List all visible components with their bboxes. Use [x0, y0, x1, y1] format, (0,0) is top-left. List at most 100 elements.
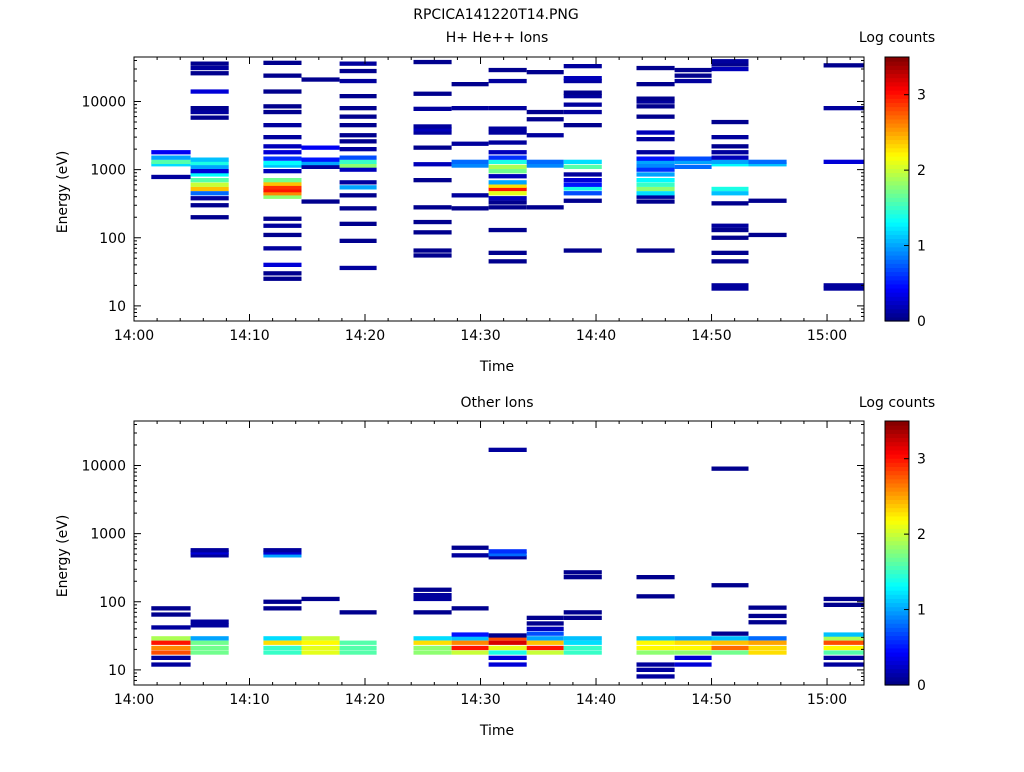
- heatmap-cell: [563, 76, 602, 81]
- heatmap-cell: [451, 645, 489, 651]
- heatmap-cell: [526, 205, 564, 210]
- heatmap-cell: [263, 163, 302, 168]
- y-tick-label: 1000: [90, 163, 126, 179]
- colorbar-swatch: [885, 61, 909, 66]
- heatmap-cell: [823, 632, 864, 637]
- heatmap-cell: [488, 150, 527, 155]
- colorbar-swatch: [885, 586, 909, 591]
- heatmap-cell: [563, 164, 602, 169]
- heatmap-cell: [451, 106, 489, 111]
- x-tick-label: 14:50: [691, 328, 731, 344]
- heatmap-cell: [151, 155, 191, 160]
- heatmap-cell: [190, 186, 229, 192]
- heatmap-cell: [339, 163, 377, 168]
- heatmap-cell: [263, 645, 302, 651]
- heatmap-cell: [636, 130, 675, 135]
- heatmap-cell: [339, 610, 377, 615]
- heatmap-cell: [263, 223, 302, 228]
- heatmap-cell: [301, 640, 340, 645]
- colorbar-swatch: [885, 421, 909, 426]
- heatmap-cell: [339, 238, 377, 243]
- heatmap-cell: [263, 271, 302, 276]
- heatmap-cell: [190, 169, 229, 174]
- heatmap-cell: [674, 640, 712, 645]
- x-tick-label: 14:40: [576, 328, 616, 344]
- heatmap-cell: [413, 59, 452, 65]
- colorbar-swatch: [885, 300, 909, 306]
- heatmap-cell: [526, 117, 564, 122]
- heatmap-cell: [301, 157, 340, 162]
- heatmap-cell: [488, 155, 527, 160]
- colorbar-swatch: [885, 172, 909, 178]
- heatmap-cell: [339, 78, 377, 84]
- colorbar-swatch: [885, 65, 909, 70]
- colorbar-swatch: [885, 201, 909, 207]
- heatmap-cell: [488, 636, 527, 641]
- colorbar-swatch: [885, 524, 909, 529]
- heatmap-cell: [526, 70, 564, 75]
- heatmap-cell: [674, 655, 712, 660]
- colorbar-swatch: [885, 197, 909, 202]
- colorbar-swatch: [885, 189, 909, 194]
- colorbar-swatch: [885, 656, 909, 661]
- y-tick-label: 100: [99, 595, 126, 611]
- heatmap-cell: [190, 115, 229, 120]
- colorbar-swatch: [885, 474, 909, 480]
- colorbar-swatch: [885, 168, 909, 174]
- colorbar-swatch: [885, 433, 909, 439]
- heatmap-cell: [339, 193, 377, 198]
- heatmap-cell: [190, 196, 229, 201]
- heatmap-cell: [263, 156, 302, 161]
- heatmap-cell: [488, 130, 527, 135]
- heatmap-cell: [301, 145, 340, 150]
- heatmap-cell: [711, 640, 749, 645]
- heatmap-cell: [190, 61, 229, 66]
- colorbar-swatch: [885, 193, 909, 198]
- heatmap-cell: [190, 203, 229, 208]
- colorbar-swatch: [885, 631, 909, 637]
- heatmap-cell: [563, 102, 602, 107]
- heatmap-cell: [151, 645, 191, 651]
- colorbar-swatch: [885, 263, 909, 268]
- heatmap-cell: [339, 147, 377, 152]
- heatmap-cell: [823, 655, 864, 660]
- heatmap-cell: [413, 248, 452, 253]
- colorbar-swatch: [885, 643, 909, 649]
- colorbar-swatch: [885, 255, 909, 260]
- heatmap-cell: [711, 631, 749, 636]
- heatmap-cell: [451, 636, 489, 641]
- heatmap-cell: [488, 183, 527, 188]
- heatmap-cell: [563, 182, 602, 187]
- heatmap-cell: [263, 553, 302, 558]
- heatmap-cell: [823, 645, 864, 651]
- y-ticks: 10 100 1000 10000: [81, 59, 864, 322]
- colorbar-swatch: [885, 614, 909, 620]
- heatmap-cell: [451, 82, 489, 87]
- heatmap-cell: [151, 662, 191, 667]
- colorbar-swatch: [885, 544, 909, 550]
- heatmap-cell: [636, 167, 675, 172]
- heatmap-cell: [190, 157, 229, 162]
- colorbar-swatch: [885, 511, 909, 517]
- heatmap-cell: [526, 109, 564, 115]
- heatmap-cell: [636, 191, 675, 196]
- colorbar-swatch: [885, 98, 909, 103]
- colorbar-swatch: [885, 647, 909, 653]
- heatmap-cell: [451, 606, 489, 611]
- heatmap-cell: [263, 194, 302, 199]
- heatmap-cell: [488, 640, 527, 645]
- heatmap-cell: [823, 640, 864, 645]
- heatmap-cell: [488, 662, 527, 667]
- colorbar-swatch: [885, 429, 909, 434]
- heatmap-cell: [413, 205, 452, 210]
- heatmap-cell: [563, 178, 602, 183]
- heatmap-cell: [451, 141, 489, 146]
- colorbar-swatch: [885, 217, 909, 223]
- heatmap-cell: [413, 610, 452, 615]
- heatmap-cell: [636, 172, 675, 177]
- x-ticks: 14:00 14:10 14:20 14:30 14:40 14:50 15:00: [114, 57, 851, 344]
- y-tick-label: 10000: [81, 459, 126, 475]
- heatmap-cell: [823, 63, 864, 68]
- heatmap-cell: [339, 123, 377, 128]
- heatmap-cell: [488, 205, 527, 210]
